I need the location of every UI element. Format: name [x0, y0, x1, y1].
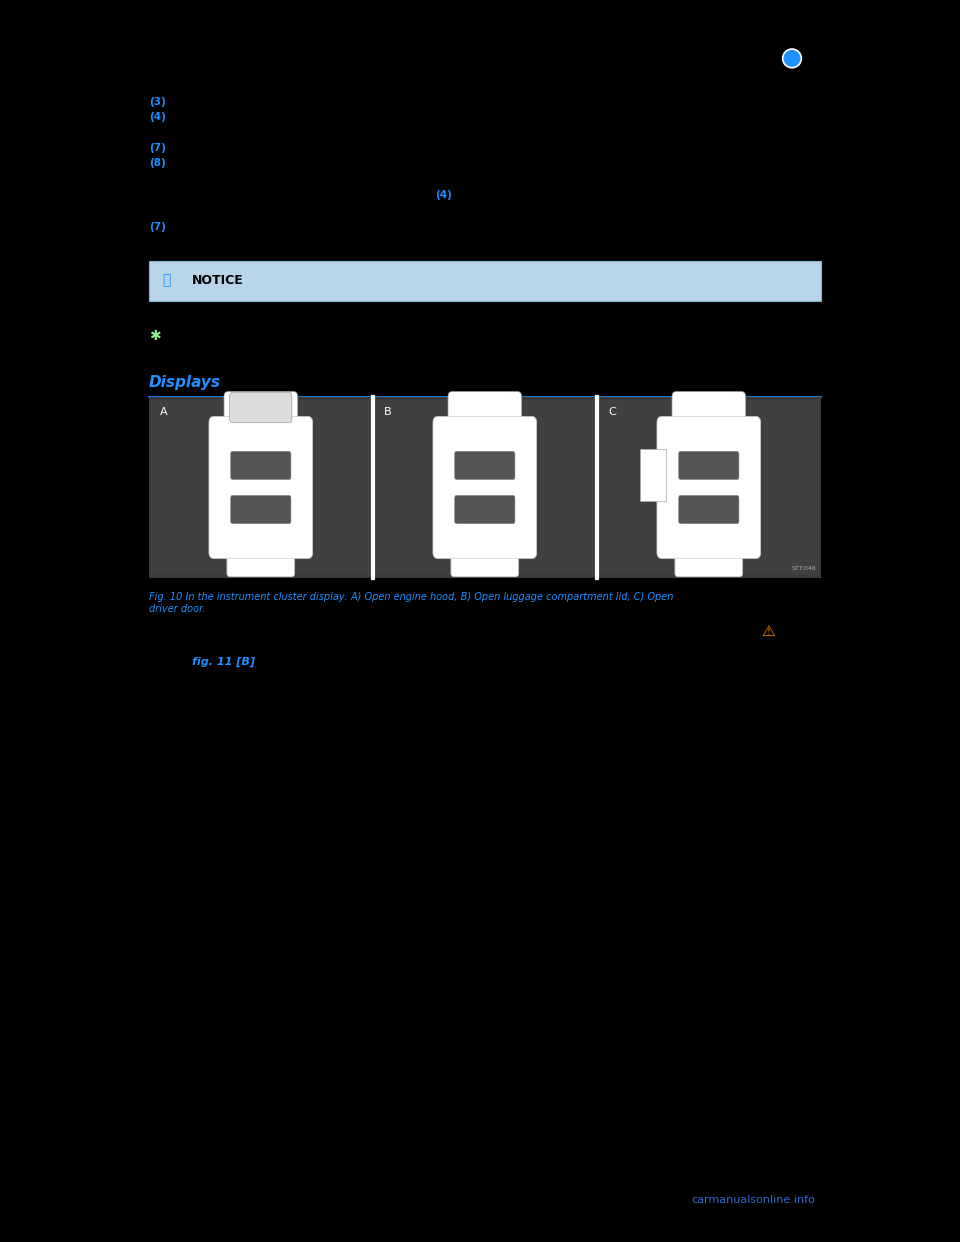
Text: ⓘ: ⓘ [162, 273, 170, 288]
FancyBboxPatch shape [675, 546, 743, 576]
FancyBboxPatch shape [149, 397, 821, 578]
FancyBboxPatch shape [679, 451, 739, 479]
FancyBboxPatch shape [230, 451, 291, 479]
Text: STT:046: STT:046 [791, 566, 816, 571]
FancyBboxPatch shape [657, 416, 760, 559]
Text: Fig. 10 In the instrument cluster display: A) Open engine hood, B) Open luggage : Fig. 10 In the instrument cluster displa… [149, 592, 673, 614]
Text: ✱: ✱ [149, 329, 160, 343]
Text: (7): (7) [149, 143, 166, 153]
Text: fig. 11 [B]: fig. 11 [B] [192, 657, 255, 667]
Text: NOTICE: NOTICE [192, 274, 244, 287]
Text: Displays: Displays [149, 375, 221, 390]
FancyBboxPatch shape [448, 391, 521, 430]
FancyBboxPatch shape [151, 400, 371, 575]
Text: (4): (4) [149, 112, 166, 122]
Text: ⓘ: ⓘ [787, 51, 797, 66]
FancyBboxPatch shape [433, 416, 537, 559]
Text: (7): (7) [149, 222, 166, 232]
FancyBboxPatch shape [599, 400, 819, 575]
FancyBboxPatch shape [455, 451, 515, 479]
FancyBboxPatch shape [209, 416, 313, 559]
FancyBboxPatch shape [224, 391, 298, 430]
FancyBboxPatch shape [229, 392, 292, 422]
Text: B: B [384, 407, 392, 417]
FancyBboxPatch shape [227, 546, 295, 576]
Text: carmanualsonline.info: carmanualsonline.info [691, 1195, 815, 1205]
FancyBboxPatch shape [679, 496, 739, 524]
Text: A: A [160, 407, 168, 417]
Text: C: C [609, 407, 616, 417]
FancyBboxPatch shape [451, 546, 518, 576]
Text: (8): (8) [149, 158, 165, 168]
FancyBboxPatch shape [672, 391, 746, 430]
FancyBboxPatch shape [639, 448, 665, 501]
FancyBboxPatch shape [455, 496, 515, 524]
FancyBboxPatch shape [230, 496, 291, 524]
FancyBboxPatch shape [149, 261, 821, 301]
Text: (4): (4) [435, 190, 452, 200]
Text: ⚠: ⚠ [761, 623, 775, 638]
Text: (3): (3) [149, 97, 165, 107]
FancyBboxPatch shape [374, 400, 595, 575]
